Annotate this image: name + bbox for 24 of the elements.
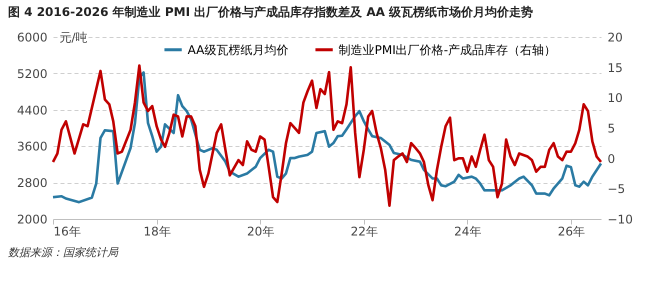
y-tick-label: 4400 [16,103,48,118]
y-tick-label: 6000 [16,30,48,44]
y-tick-label: 2800 [16,176,48,190]
x-tick-label: 20年 [247,224,274,238]
source-note: 数据来源：国家统计局 [8,246,119,259]
y2-tick-label: 5 [608,122,616,136]
chart-title: 图 4 2016-2026 年制造业 PMI 出厂价格与产成品库存指数差及 AA 级瓦楞纸市场价月均价走势 [8,5,534,19]
x-tick-label: 22年 [350,224,378,238]
y2-tick-label: 15 [608,60,623,75]
x-tick-label: 18年 [144,224,171,238]
y-tick-label: 5200 [16,66,48,81]
x-tick-label: 16年 [54,224,81,238]
legend-label: AA级瓦楞纸月均价 [188,42,288,57]
y2-tick-label: 20 [608,30,623,44]
y-tick-label: 2000 [16,212,48,226]
y-axis-title: 元/吨 [60,30,88,44]
y2-tick-label: −5 [608,182,626,196]
y-tick-label: 3600 [16,140,48,154]
x-tick-label: 26年 [558,224,586,238]
y2-tick-label: −10 [608,212,633,226]
x-tick-label: 24年 [454,224,482,238]
y2-tick-label: 10 [608,91,623,106]
legend-label: 制造业PMI出厂价格-产成品库存（右轴） [338,42,556,57]
y2-tick-label: 0 [608,152,616,166]
